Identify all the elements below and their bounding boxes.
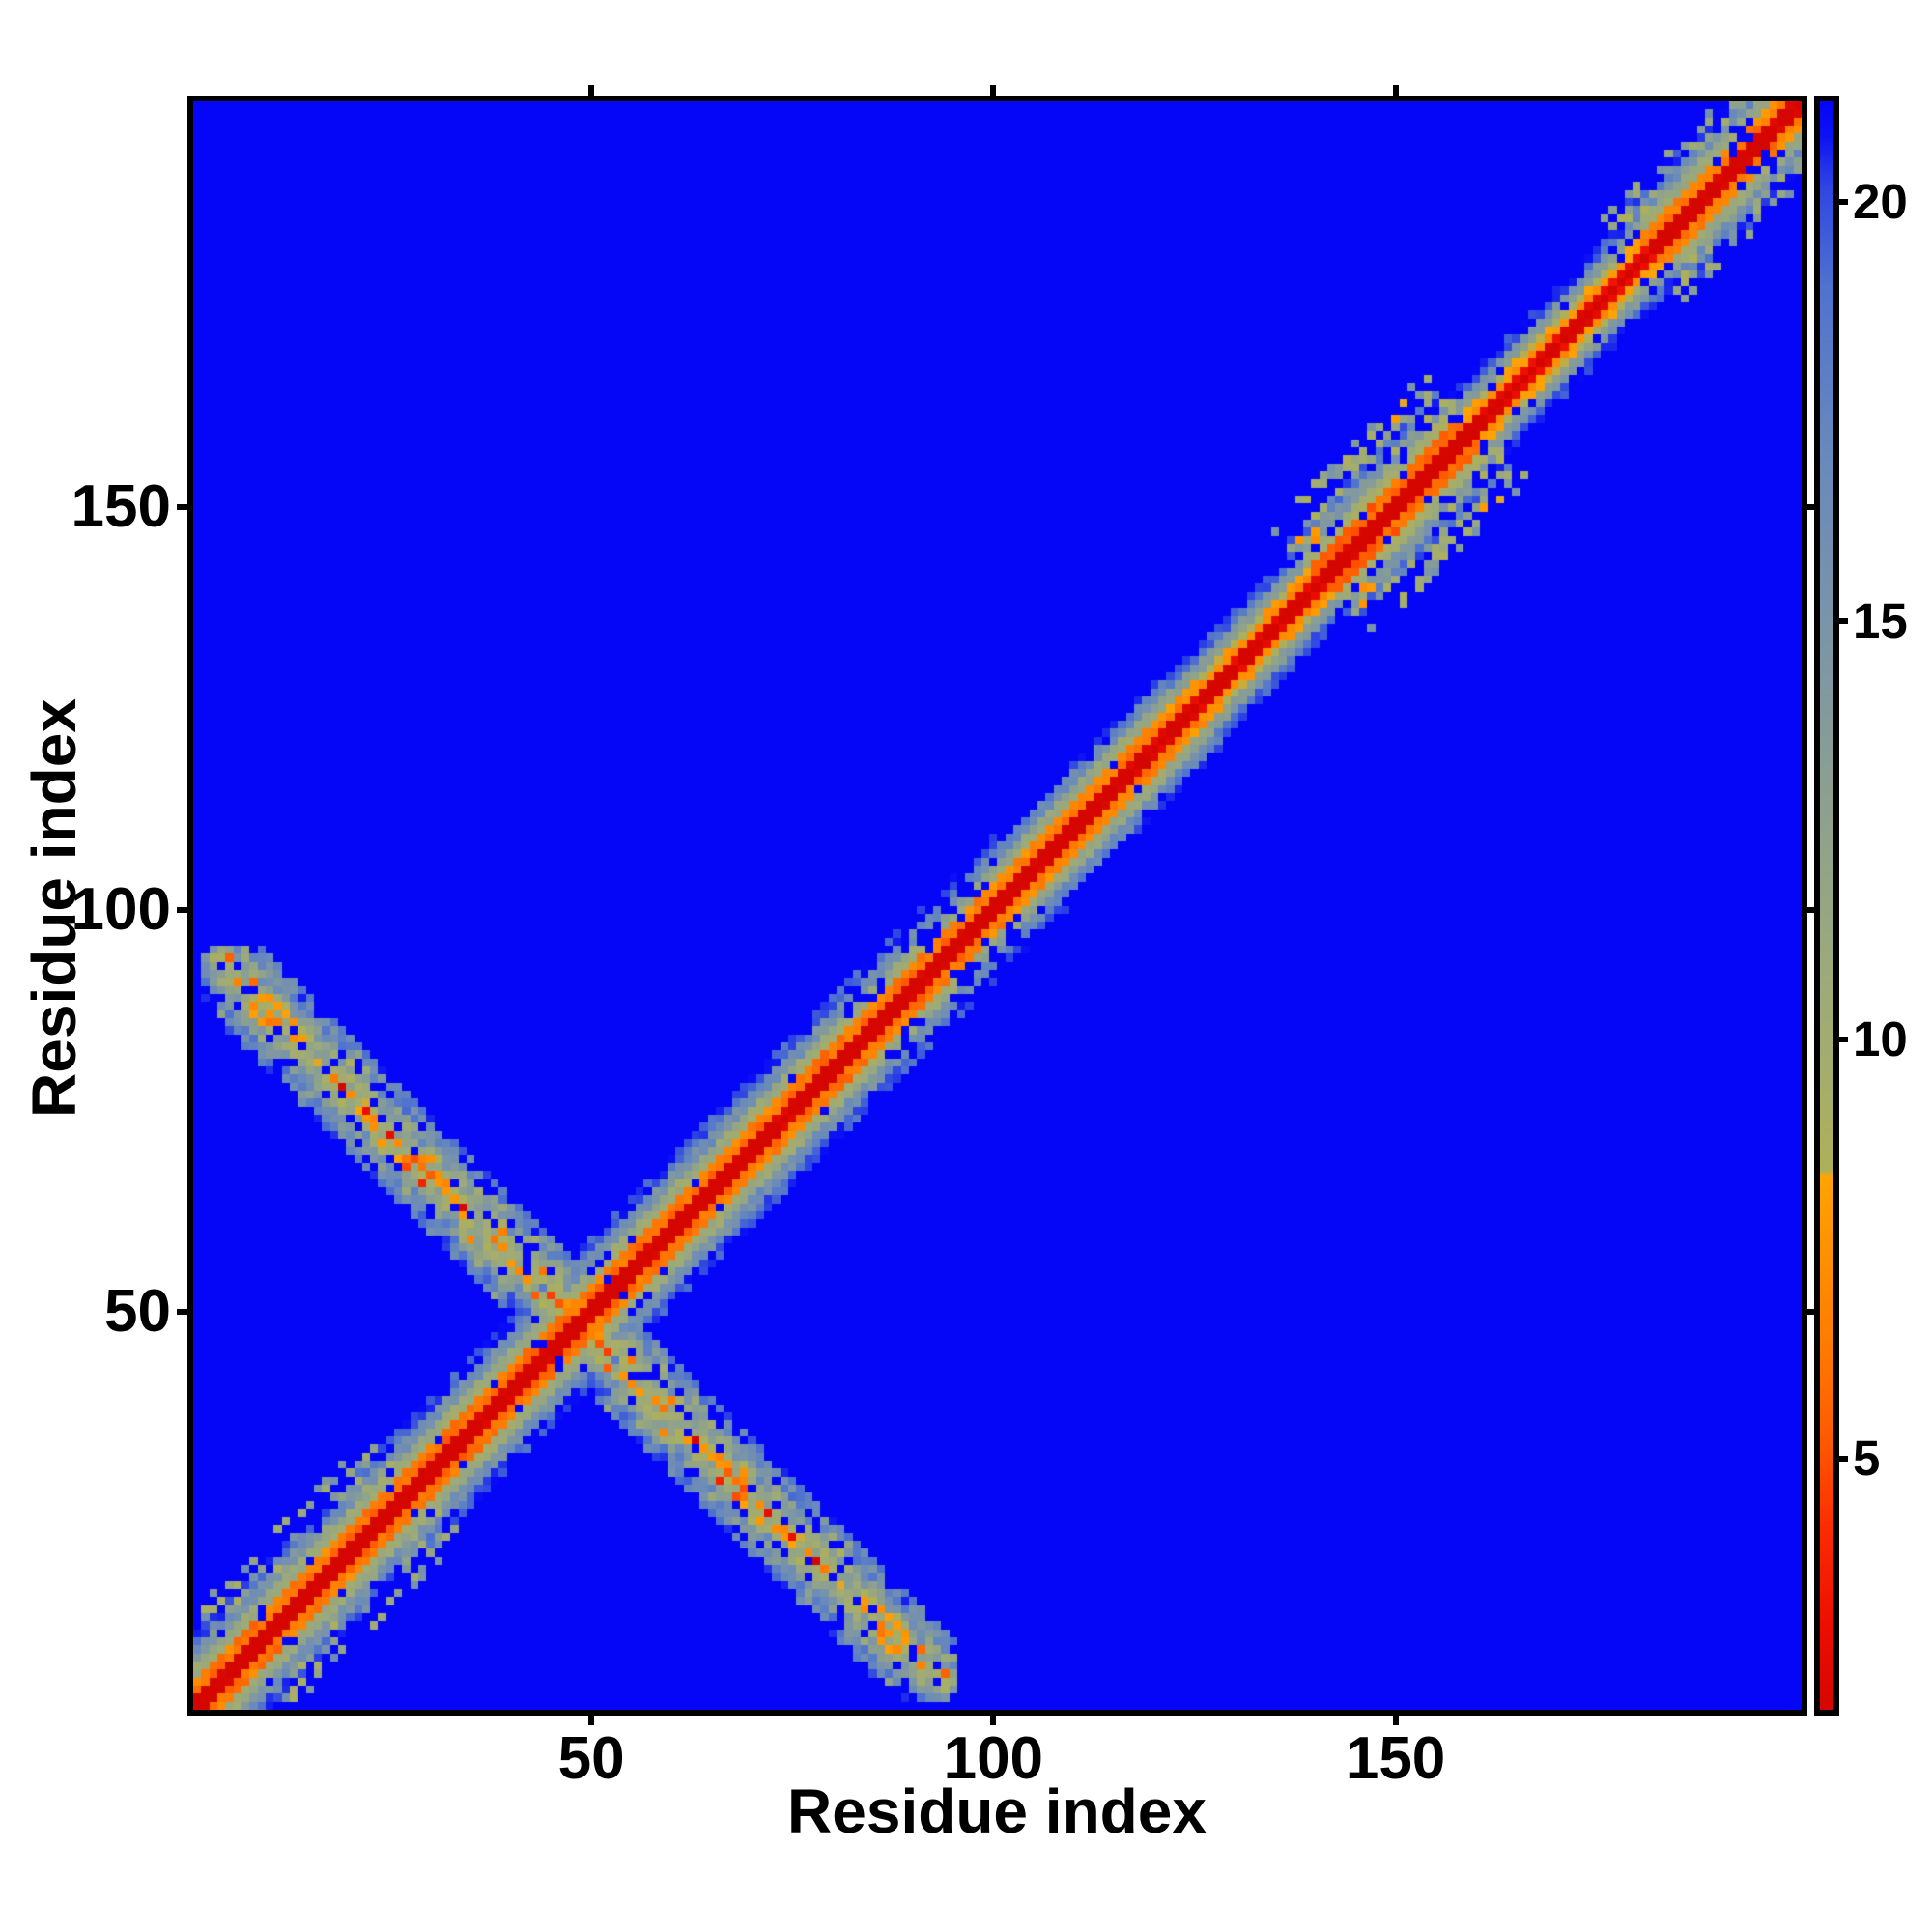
y-tick-mark-right [1807, 504, 1818, 511]
colorbar-tick-label: 20 [1853, 174, 1908, 230]
y-tick-mark-right [1807, 906, 1818, 913]
x-axis-label: Residue index [787, 1776, 1207, 1846]
x-tick-mark-top [588, 85, 595, 96]
y-tick-label: 150 [71, 473, 171, 541]
y-tick-mark-right [1807, 1308, 1818, 1315]
colorbar-gradient [1820, 101, 1833, 1710]
x-tick-mark-bottom [588, 1715, 595, 1725]
y-tick-label: 50 [104, 1277, 171, 1345]
x-tick-label: 100 [943, 1725, 1044, 1792]
colorbar [1814, 96, 1839, 1716]
y-tick-label: 100 [71, 875, 171, 943]
y-tick-mark-left [177, 504, 187, 511]
plot-area [187, 96, 1807, 1716]
x-tick-mark-bottom [1392, 1715, 1399, 1725]
y-tick-mark-left [177, 1308, 187, 1315]
colorbar-tick-mark [1839, 617, 1848, 624]
y-axis-label: Residue index [19, 698, 89, 1118]
x-tick-mark-bottom [990, 1715, 997, 1725]
x-tick-mark-top [1392, 85, 1399, 96]
colorbar-tick-label: 5 [1853, 1430, 1881, 1486]
colorbar-tick-mark [1839, 1037, 1848, 1043]
colorbar-tick-label: 15 [1853, 592, 1908, 648]
x-tick-label: 50 [557, 1725, 625, 1792]
colorbar-tick-mark [1839, 199, 1848, 206]
x-tick-mark-top [990, 85, 997, 96]
colorbar-tick-label: 10 [1853, 1011, 1908, 1067]
colorbar-tick-mark [1839, 1455, 1848, 1462]
y-tick-mark-left [177, 906, 187, 913]
distance-map-heatmap [193, 101, 1802, 1710]
x-tick-label: 150 [1345, 1725, 1446, 1792]
